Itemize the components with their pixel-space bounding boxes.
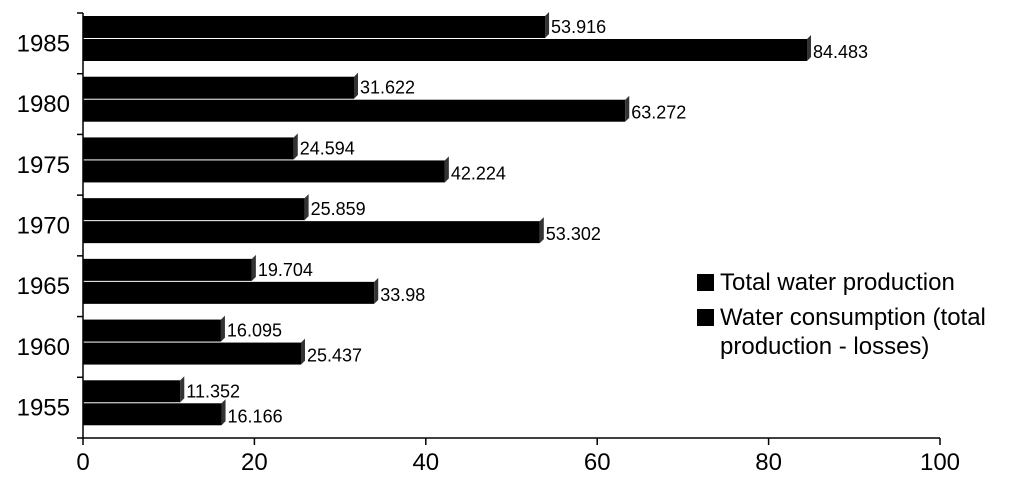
data-label-water-consumption: 33.98 bbox=[380, 285, 425, 305]
bar-water-consumption bbox=[83, 156, 449, 183]
bars bbox=[83, 12, 812, 426]
legend-swatch-icon bbox=[697, 274, 714, 291]
x-tick-label: 40 bbox=[412, 449, 439, 476]
data-label-water-consumption: 25.437 bbox=[307, 346, 362, 366]
bar-total-production bbox=[83, 72, 359, 99]
data-label-total-production: 31.622 bbox=[360, 78, 415, 98]
bar-total-production bbox=[83, 315, 225, 342]
data-label-water-consumption: 42.224 bbox=[451, 163, 506, 183]
y-category-label: 1965 bbox=[17, 273, 70, 300]
bar-water-consumption bbox=[83, 217, 544, 244]
y-category-label: 1970 bbox=[17, 213, 70, 240]
bar-total-production bbox=[83, 254, 256, 281]
bar-total-production bbox=[83, 133, 298, 160]
y-category-label: 1985 bbox=[17, 30, 70, 57]
labels: 0 20 40 60 80 100 11.352 16.166 1955 16.095 25.437… bbox=[17, 17, 960, 476]
legend-item-total-production: Total water production bbox=[697, 268, 1027, 297]
data-label-total-production: 16.095 bbox=[227, 321, 282, 341]
bar-total-production bbox=[83, 376, 185, 403]
x-tick-label: 20 bbox=[241, 449, 268, 476]
data-label-total-production: 19.704 bbox=[258, 260, 313, 280]
y-category-label: 1960 bbox=[17, 334, 70, 361]
bar-total-production bbox=[83, 12, 550, 38]
y-category-label: 1975 bbox=[17, 152, 70, 179]
legend-label: Total water production bbox=[720, 269, 955, 296]
bar-water-consumption bbox=[83, 338, 305, 365]
y-category-label: 1955 bbox=[17, 395, 70, 422]
data-label-water-consumption: 63.272 bbox=[631, 103, 686, 123]
x-tick-label: 0 bbox=[76, 449, 89, 476]
data-label-total-production: 11.352 bbox=[186, 381, 240, 401]
bar-water-consumption bbox=[83, 399, 226, 426]
bar-water-consumption bbox=[83, 95, 630, 122]
x-tick-label: 100 bbox=[920, 449, 960, 476]
data-label-total-production: 53.916 bbox=[551, 17, 606, 37]
bar-total-production bbox=[83, 194, 309, 221]
legend-label: Water consumption (total production - lo… bbox=[720, 304, 986, 360]
legend-swatch-icon bbox=[697, 309, 714, 326]
legend: Total water production Water consumption… bbox=[697, 268, 1027, 367]
y-category-label: 1980 bbox=[17, 91, 70, 118]
data-label-water-consumption: 53.302 bbox=[546, 224, 601, 244]
legend-item-consumption: Water consumption (total production - lo… bbox=[697, 303, 1027, 361]
data-label-total-production: 24.594 bbox=[300, 138, 355, 158]
data-label-water-consumption: 84.483 bbox=[813, 42, 868, 62]
data-label-water-consumption: 16.166 bbox=[228, 406, 283, 426]
x-tick-label: 80 bbox=[755, 449, 782, 476]
bar-water-consumption bbox=[83, 35, 812, 61]
bar-water-consumption bbox=[83, 277, 379, 304]
data-label-total-production: 25.859 bbox=[311, 199, 366, 219]
x-tick-label: 60 bbox=[584, 449, 611, 476]
